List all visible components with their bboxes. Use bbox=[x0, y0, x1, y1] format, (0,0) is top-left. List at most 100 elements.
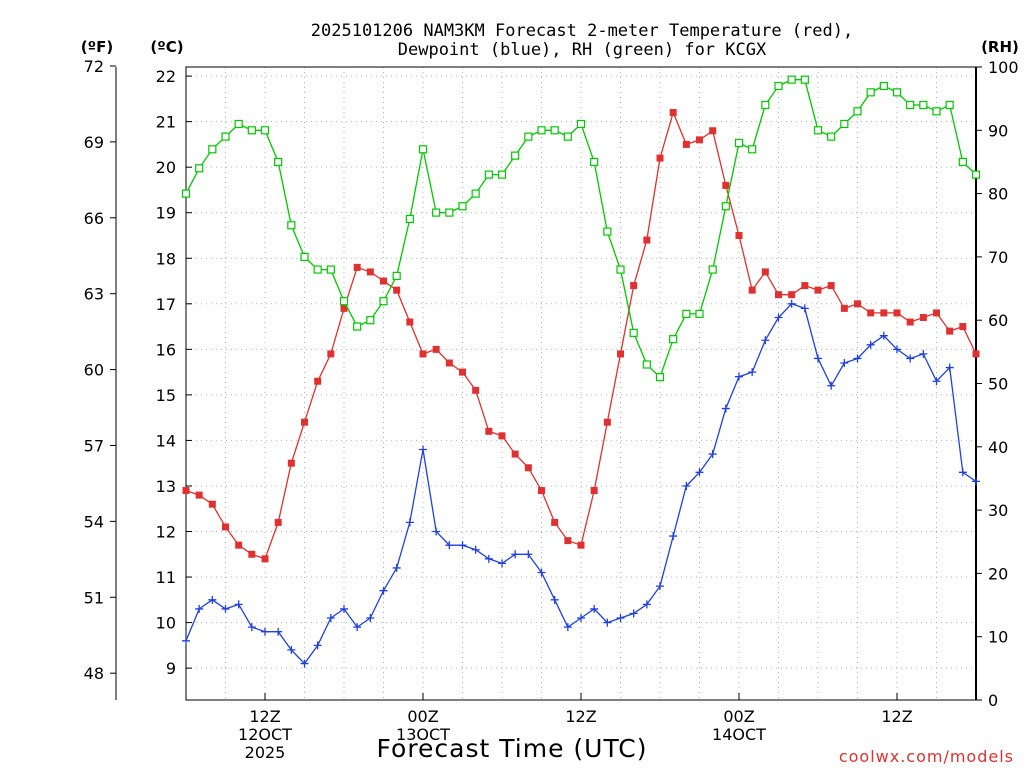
temperature-point bbox=[656, 154, 664, 162]
temperature-point bbox=[432, 345, 440, 353]
rh-tick-label: 10 bbox=[988, 628, 1008, 647]
rh-point bbox=[590, 157, 599, 167]
dewpoint-point bbox=[484, 554, 493, 563]
rh-point bbox=[655, 373, 665, 382]
dewpoint-point bbox=[340, 604, 348, 613]
dewpoint-point bbox=[182, 636, 190, 645]
dewpoint-point bbox=[261, 627, 269, 636]
rh-point bbox=[813, 126, 823, 135]
rh-tick-label: 20 bbox=[988, 564, 1008, 583]
celsius-tick-label: 10 bbox=[156, 614, 176, 633]
rh-unit-label: (RH) bbox=[981, 38, 1019, 56]
temperature-point bbox=[709, 127, 717, 135]
rh-point bbox=[326, 265, 335, 274]
temperature-point bbox=[564, 537, 572, 545]
dewpoint-point bbox=[247, 623, 256, 632]
rh-point bbox=[392, 271, 401, 280]
temperature-point bbox=[498, 432, 506, 440]
rh-point bbox=[945, 100, 954, 110]
dewpoint-point bbox=[866, 340, 875, 349]
rh-point bbox=[734, 138, 744, 148]
fahrenheit-tick-label: 63 bbox=[84, 285, 104, 304]
dewpoint-point bbox=[392, 563, 401, 572]
temperature-point bbox=[682, 140, 690, 148]
temperature-point bbox=[380, 277, 387, 285]
dewpoint-point bbox=[274, 627, 283, 636]
rh-point bbox=[840, 119, 849, 129]
dewpoint-point bbox=[945, 363, 954, 372]
celsius-tick-label: 18 bbox=[156, 249, 176, 268]
temperature-point bbox=[366, 268, 374, 276]
rh-point bbox=[603, 227, 612, 236]
dewpoint-point bbox=[313, 641, 322, 650]
temperature-point bbox=[972, 350, 980, 358]
fahrenheit-tick-label: 57 bbox=[84, 436, 104, 455]
rh-point bbox=[260, 126, 270, 135]
time-tick-label: 00Z bbox=[407, 707, 438, 726]
rh-point bbox=[247, 126, 256, 135]
temperature-point bbox=[788, 291, 796, 299]
time-tick-label: 12OCT bbox=[238, 725, 292, 744]
rh-point bbox=[932, 107, 941, 116]
time-tick-label: 2025 bbox=[245, 743, 286, 762]
rh-point bbox=[221, 132, 230, 141]
dewpoint-point bbox=[787, 299, 796, 308]
time-tick-label: 12Z bbox=[249, 707, 280, 726]
temperature-point bbox=[222, 523, 229, 531]
rh-tick-label: 50 bbox=[988, 375, 1008, 394]
celsius-tick-label: 12 bbox=[156, 523, 176, 542]
temperature-line bbox=[185, 110, 977, 560]
temperature-point bbox=[406, 318, 414, 326]
rh-point bbox=[827, 132, 836, 141]
dewpoint-point bbox=[827, 381, 836, 390]
dewpoint-point bbox=[326, 614, 335, 623]
rh-point bbox=[721, 202, 730, 211]
celsius-tick-label: 19 bbox=[156, 204, 176, 223]
dewpoint-point bbox=[695, 468, 704, 477]
temperature-point bbox=[274, 518, 282, 526]
rh-point bbox=[642, 360, 651, 369]
fahrenheit-unit-label: (ºF) bbox=[81, 38, 113, 56]
rh-point bbox=[300, 252, 309, 261]
dewpoint-point bbox=[195, 604, 204, 613]
dewpoint-point bbox=[932, 377, 941, 386]
plot-frame bbox=[185, 66, 977, 701]
dewpoint-point bbox=[537, 568, 546, 577]
temperature-point bbox=[735, 231, 743, 239]
dewpoint-point bbox=[708, 450, 717, 459]
dewpoint-point bbox=[629, 609, 638, 618]
fahrenheit-tick-label: 48 bbox=[84, 664, 104, 683]
temperature-point bbox=[261, 555, 269, 563]
rh-point bbox=[537, 126, 546, 135]
rh-point bbox=[761, 100, 770, 110]
temperature-point bbox=[195, 491, 203, 499]
rh-tick-label: 0 bbox=[988, 691, 998, 710]
temperature-point bbox=[340, 304, 348, 312]
celsius-tick-label: 14 bbox=[156, 431, 176, 450]
dewpoint-point bbox=[906, 354, 915, 363]
temperature-point bbox=[893, 309, 901, 317]
dewpoint-point bbox=[682, 481, 691, 490]
dewpoint-point bbox=[300, 659, 309, 668]
rh-point bbox=[418, 145, 428, 154]
rh-tick-label: 100 bbox=[988, 58, 1019, 77]
temperature-point bbox=[590, 487, 598, 495]
rh-point bbox=[892, 88, 902, 97]
temperature-point bbox=[577, 541, 585, 549]
temperature-point bbox=[511, 450, 519, 458]
rh-point bbox=[287, 221, 296, 230]
temperature-point bbox=[867, 309, 875, 317]
dewpoint-point bbox=[853, 354, 862, 363]
dewpoint-point bbox=[735, 372, 743, 381]
fahrenheit-tick-label: 69 bbox=[84, 133, 104, 152]
rh-point bbox=[432, 208, 441, 217]
dewpoint-point bbox=[287, 645, 296, 654]
celsius-tick-label: 11 bbox=[156, 568, 176, 587]
celsius-tick-label: 21 bbox=[156, 113, 176, 132]
rh-point bbox=[919, 100, 928, 110]
dewpoint-point bbox=[234, 600, 243, 609]
temperature-point bbox=[761, 268, 769, 276]
rh-point bbox=[484, 170, 493, 179]
dewpoint-point bbox=[550, 595, 559, 604]
